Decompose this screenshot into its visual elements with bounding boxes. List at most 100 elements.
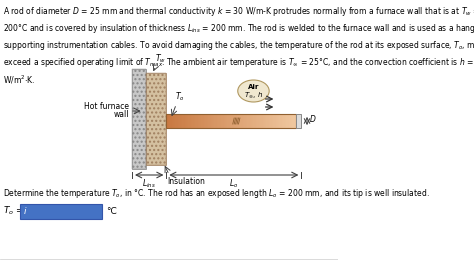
Bar bbox=[166, 114, 296, 128]
Bar bbox=[272, 114, 273, 128]
Bar bbox=[183, 114, 185, 128]
Bar bbox=[229, 114, 230, 128]
Bar bbox=[261, 114, 263, 128]
Bar bbox=[172, 114, 173, 128]
Bar bbox=[186, 114, 188, 128]
Bar bbox=[266, 114, 268, 128]
Bar bbox=[234, 114, 236, 128]
Bar bbox=[282, 114, 283, 128]
Bar bbox=[275, 114, 277, 128]
Bar bbox=[292, 114, 294, 128]
Bar bbox=[169, 114, 171, 128]
Bar bbox=[230, 114, 232, 128]
Bar bbox=[263, 114, 264, 128]
Bar bbox=[214, 114, 216, 128]
Bar bbox=[286, 114, 288, 128]
Bar bbox=[205, 114, 207, 128]
Bar bbox=[219, 114, 221, 128]
Bar bbox=[287, 114, 289, 128]
Bar bbox=[249, 114, 251, 128]
Text: Insulation: Insulation bbox=[167, 177, 205, 186]
Bar bbox=[224, 114, 225, 128]
Bar bbox=[213, 114, 215, 128]
Bar bbox=[210, 114, 212, 128]
Bar bbox=[244, 114, 246, 128]
Bar bbox=[256, 114, 258, 128]
Bar bbox=[20, 204, 102, 218]
Bar bbox=[177, 114, 178, 128]
Text: $L_{ins}$: $L_{ins}$ bbox=[142, 177, 156, 189]
Bar bbox=[132, 69, 146, 169]
Bar bbox=[274, 114, 276, 128]
Text: Determine the temperature $T_o$, in °C. The rod has an exposed length $L_o$ = 20: Determine the temperature $T_o$, in °C. … bbox=[3, 187, 429, 200]
Bar bbox=[199, 114, 201, 128]
Bar bbox=[190, 114, 191, 128]
Bar bbox=[187, 114, 189, 128]
Bar bbox=[191, 114, 193, 128]
Text: i: i bbox=[24, 206, 26, 216]
Bar bbox=[219, 114, 220, 128]
Bar bbox=[281, 114, 283, 128]
Bar bbox=[279, 114, 281, 128]
Bar bbox=[192, 114, 194, 128]
Bar bbox=[294, 114, 295, 128]
Bar bbox=[269, 114, 271, 128]
Bar bbox=[273, 114, 274, 128]
Bar bbox=[173, 114, 174, 128]
Bar bbox=[182, 114, 183, 128]
Text: $T_w$: $T_w$ bbox=[155, 52, 166, 65]
Bar bbox=[283, 114, 285, 128]
Bar bbox=[196, 114, 198, 128]
Bar bbox=[252, 114, 254, 128]
Bar bbox=[235, 114, 237, 128]
Bar bbox=[238, 114, 239, 128]
Bar bbox=[216, 114, 218, 128]
Bar bbox=[174, 114, 176, 128]
Bar bbox=[170, 114, 172, 128]
Bar bbox=[189, 114, 190, 128]
Bar bbox=[132, 69, 146, 169]
Bar bbox=[195, 114, 197, 128]
Bar bbox=[217, 114, 219, 128]
Text: $T_o$ =: $T_o$ = bbox=[3, 205, 24, 217]
Bar bbox=[290, 114, 292, 128]
Bar bbox=[270, 114, 272, 128]
Text: °C: °C bbox=[106, 206, 117, 216]
Bar bbox=[166, 114, 168, 128]
Bar bbox=[291, 114, 293, 128]
Bar bbox=[260, 114, 262, 128]
Bar bbox=[289, 114, 290, 128]
Bar bbox=[240, 114, 242, 128]
Bar bbox=[278, 114, 280, 128]
Bar bbox=[237, 114, 238, 128]
Bar bbox=[198, 114, 199, 128]
Bar bbox=[295, 114, 297, 128]
Bar bbox=[265, 114, 267, 128]
Ellipse shape bbox=[238, 80, 269, 102]
Bar bbox=[146, 73, 166, 165]
Bar bbox=[146, 73, 166, 165]
Bar bbox=[248, 114, 250, 128]
Bar bbox=[204, 114, 206, 128]
Bar bbox=[268, 114, 269, 128]
Bar bbox=[296, 114, 301, 128]
Bar bbox=[201, 114, 203, 128]
Text: Air: Air bbox=[248, 84, 259, 90]
Text: $T_\infty$, $h$: $T_\infty$, $h$ bbox=[244, 90, 263, 100]
Bar bbox=[221, 114, 223, 128]
Bar bbox=[209, 114, 211, 128]
Bar bbox=[168, 114, 169, 128]
Bar bbox=[203, 114, 204, 128]
Text: A rod of diameter $D$ = 25 mm and thermal conductivity $k$ = 30 W/m-K protrudes : A rod of diameter $D$ = 25 mm and therma… bbox=[3, 5, 474, 86]
Bar bbox=[264, 114, 265, 128]
Text: $L_o$: $L_o$ bbox=[229, 177, 238, 189]
Bar bbox=[231, 114, 233, 128]
Bar bbox=[179, 114, 181, 128]
Bar bbox=[194, 114, 195, 128]
Bar bbox=[200, 114, 202, 128]
Bar bbox=[228, 114, 229, 128]
Text: $D$: $D$ bbox=[309, 114, 317, 124]
Bar bbox=[251, 114, 253, 128]
Bar bbox=[255, 114, 256, 128]
Bar bbox=[277, 114, 279, 128]
